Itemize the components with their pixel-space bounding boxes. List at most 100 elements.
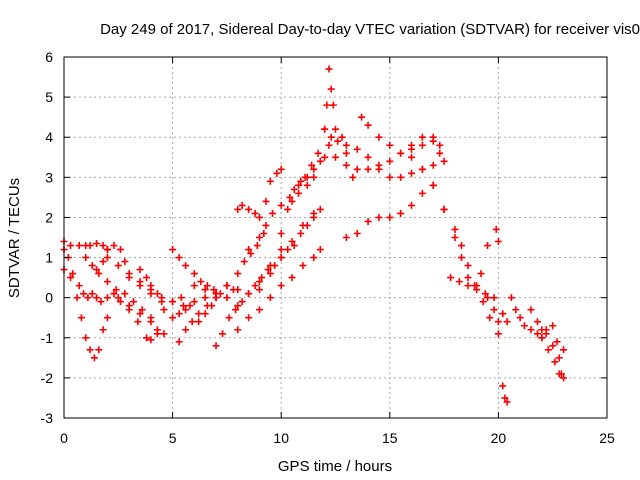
data-point	[436, 141, 444, 149]
data-point	[386, 173, 394, 181]
data-point	[277, 246, 285, 254]
series-track-aa	[484, 294, 511, 326]
data-point	[158, 294, 166, 302]
data-point	[486, 314, 494, 322]
data-point	[210, 286, 218, 294]
series-track-y	[429, 181, 492, 290]
y-tick-label: 3	[45, 169, 53, 185]
data-point	[451, 234, 459, 241]
data-point	[284, 246, 292, 254]
data-point	[90, 354, 98, 362]
data-point	[503, 398, 511, 406]
data-point	[408, 141, 416, 149]
data-point	[542, 330, 550, 338]
data-point	[245, 205, 253, 213]
data-point	[301, 173, 309, 181]
data-point	[533, 318, 541, 326]
data-point	[342, 234, 350, 241]
y-tick-label: 0	[45, 290, 53, 306]
data-point	[364, 217, 372, 225]
data-point	[520, 322, 528, 330]
data-point	[408, 153, 416, 161]
data-point	[116, 246, 124, 254]
data-point	[73, 294, 81, 302]
data-point	[429, 161, 437, 169]
data-point	[316, 246, 324, 254]
data-point	[533, 330, 541, 338]
data-point	[327, 85, 335, 93]
data-point	[175, 338, 183, 346]
data-point	[99, 242, 107, 250]
data-point	[238, 201, 246, 209]
data-point	[494, 318, 502, 326]
series-track-d	[82, 254, 161, 334]
data-point	[544, 346, 552, 354]
data-point	[130, 298, 138, 306]
series-track-z	[447, 274, 498, 302]
data-point	[516, 314, 524, 322]
data-point	[295, 189, 303, 197]
data-point	[277, 229, 285, 237]
data-point	[549, 342, 557, 350]
series-track-v	[358, 113, 444, 157]
data-point	[208, 302, 216, 310]
data-point	[195, 310, 203, 318]
data-point	[223, 294, 231, 302]
data-point	[507, 294, 515, 302]
data-point	[397, 149, 405, 157]
data-point	[451, 225, 459, 233]
data-point	[501, 394, 509, 402]
data-point	[264, 266, 272, 274]
data-point	[186, 302, 194, 310]
data-point	[364, 121, 372, 129]
data-point	[555, 370, 563, 378]
data-point	[260, 229, 268, 237]
data-point	[253, 242, 261, 250]
data-point	[338, 133, 346, 141]
data-point	[153, 290, 161, 298]
data-point	[332, 125, 339, 133]
data-point	[179, 302, 187, 310]
data-point	[553, 338, 561, 346]
data-point	[429, 181, 437, 189]
data-point	[182, 326, 190, 334]
data-point	[67, 242, 75, 250]
data-point	[80, 290, 88, 298]
data-point	[484, 294, 492, 302]
series-track-ad	[507, 294, 568, 362]
data-point	[342, 161, 350, 169]
data-point	[527, 306, 535, 314]
data-point	[288, 238, 296, 246]
data-point	[188, 318, 196, 326]
data-point	[103, 246, 111, 254]
data-point	[160, 306, 168, 314]
tick-marks	[63, 56, 608, 419]
data-point	[494, 330, 502, 338]
data-point	[97, 298, 105, 306]
data-point	[358, 113, 366, 121]
data-point	[93, 294, 101, 302]
data-point	[103, 294, 111, 302]
data-point	[203, 282, 211, 290]
data-point	[251, 209, 259, 217]
data-point	[310, 173, 318, 181]
grid-lines	[64, 57, 607, 418]
data-point	[201, 310, 209, 318]
data-point	[99, 326, 107, 334]
data-point	[290, 242, 298, 250]
data-point	[262, 197, 270, 205]
data-point	[457, 254, 465, 262]
data-point	[212, 342, 220, 350]
data-point	[223, 282, 231, 290]
data-point	[364, 153, 372, 161]
data-point	[288, 197, 296, 205]
data-point	[288, 274, 296, 282]
data-point	[88, 290, 96, 298]
data-point	[136, 310, 144, 318]
series-track-l	[212, 229, 268, 302]
data-point	[375, 165, 383, 173]
data-point	[255, 306, 263, 314]
data-point	[112, 286, 120, 294]
data-point	[190, 282, 198, 290]
data-point	[538, 326, 546, 334]
